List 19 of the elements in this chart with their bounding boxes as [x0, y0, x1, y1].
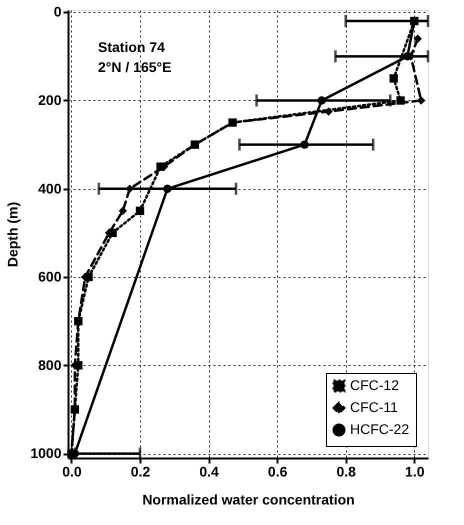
- y-tick-label: 200: [38, 92, 62, 108]
- x-tick-label: 0.6: [268, 464, 288, 480]
- legend-label: CFC-11: [350, 399, 398, 415]
- x-tick-label: 0.0: [62, 464, 82, 480]
- annotation: 2°N / 165°E: [98, 59, 172, 75]
- y-tick-label: 400: [38, 180, 62, 196]
- y-axis-title: Depth (m): [4, 202, 20, 268]
- y-tick-label: 0: [54, 4, 62, 20]
- y-tick-label: 800: [38, 356, 62, 373]
- x-tick-label: 0.8: [336, 464, 356, 480]
- x-tick-label: 0.4: [199, 464, 220, 480]
- legend-label: HCFC-22: [350, 421, 410, 437]
- x-tick-label: 1.0: [405, 464, 425, 480]
- annotation: Station 74: [98, 39, 166, 55]
- legend-label: CFC-12: [350, 377, 400, 393]
- x-axis-title: Normalized water concentration: [142, 492, 355, 508]
- x-tick-label: 0.2: [130, 464, 150, 480]
- y-tick-label: 600: [38, 268, 62, 285]
- y-tick-label: 1000: [30, 445, 62, 462]
